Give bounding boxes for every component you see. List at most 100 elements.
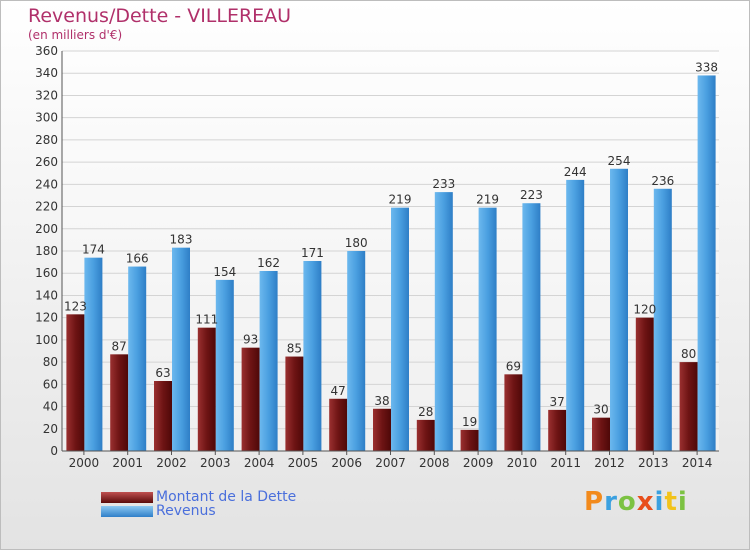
bar-revenus-2004 bbox=[259, 271, 278, 451]
bar-dette-2003 bbox=[197, 327, 216, 451]
bar-dette-2002 bbox=[154, 381, 172, 451]
data-label-dette-2007: 38 bbox=[374, 394, 389, 408]
data-label-revenus-2002: 183 bbox=[170, 233, 193, 247]
x-tick-label: 2012 bbox=[594, 456, 625, 470]
bar-revenus-2012 bbox=[610, 168, 628, 451]
data-label-dette-2011: 37 bbox=[550, 395, 565, 409]
bar-revenus-2007 bbox=[391, 207, 409, 451]
y-tick-label: 20 bbox=[43, 422, 58, 436]
legend-label-revenus: Revenus bbox=[156, 503, 216, 519]
bar-revenus-2006 bbox=[347, 251, 366, 451]
legend-label-dette: Montant de la Dette bbox=[156, 489, 297, 505]
y-tick-label: 300 bbox=[35, 111, 58, 125]
y-tick-label: 80 bbox=[43, 355, 58, 369]
y-tick-label: 0 bbox=[50, 444, 58, 458]
x-tick-label: 2014 bbox=[682, 456, 713, 470]
data-label-dette-2009: 19 bbox=[462, 415, 477, 429]
y-tick-label: 320 bbox=[35, 88, 58, 102]
chart-subtitle: (en milliers d'€) bbox=[28, 28, 123, 42]
bar-revenus-2008 bbox=[434, 192, 453, 451]
y-tick-label: 120 bbox=[35, 311, 58, 325]
data-label-dette-2005: 85 bbox=[287, 342, 302, 356]
bar-revenus-2013 bbox=[653, 188, 672, 451]
data-label-revenus-2007: 219 bbox=[389, 193, 412, 207]
data-label-revenus-2009: 219 bbox=[476, 193, 499, 207]
bar-dette-2011 bbox=[548, 409, 567, 451]
bar-dette-2014 bbox=[679, 362, 698, 451]
x-tick-label: 2000 bbox=[69, 456, 100, 470]
legend-swatch-revenus bbox=[101, 505, 153, 517]
y-tick-label: 240 bbox=[35, 177, 58, 191]
bar-dette-2008 bbox=[416, 419, 435, 451]
bar-dette-2004 bbox=[241, 347, 260, 451]
data-label-dette-2013: 120 bbox=[633, 303, 656, 317]
bar-revenus-2002 bbox=[172, 247, 190, 451]
x-tick-label: 2002 bbox=[156, 456, 187, 470]
data-label-dette-2002: 63 bbox=[155, 366, 170, 380]
x-tick-label: 2004 bbox=[244, 456, 275, 470]
y-tick-label: 140 bbox=[35, 288, 58, 302]
x-tick-label: 2001 bbox=[112, 456, 143, 470]
data-label-dette-2006: 47 bbox=[331, 384, 346, 398]
data-label-dette-2010: 69 bbox=[506, 359, 521, 373]
y-tick-label: 100 bbox=[35, 333, 58, 347]
data-label-dette-2012: 30 bbox=[593, 403, 608, 417]
data-label-revenus-2010: 223 bbox=[520, 188, 543, 202]
bar-revenus-2001 bbox=[128, 266, 147, 451]
data-label-revenus-2004: 162 bbox=[257, 256, 280, 270]
data-label-dette-2008: 28 bbox=[418, 405, 433, 419]
y-tick-label: 180 bbox=[35, 244, 58, 258]
data-label-revenus-2005: 171 bbox=[301, 246, 324, 260]
y-tick-label: 200 bbox=[35, 222, 58, 236]
bar-revenus-2010 bbox=[522, 203, 541, 451]
bar-dette-2009 bbox=[460, 429, 479, 451]
y-tick-label: 280 bbox=[35, 133, 58, 147]
bar-revenus-2000 bbox=[84, 257, 103, 451]
bar-dette-2006 bbox=[329, 398, 348, 451]
y-tick-label: 160 bbox=[35, 266, 58, 280]
data-label-revenus-2001: 166 bbox=[126, 252, 149, 266]
y-tick-label: 40 bbox=[43, 400, 58, 414]
data-label-dette-2000: 123 bbox=[64, 299, 87, 313]
bar-dette-2012 bbox=[592, 417, 610, 451]
x-tick-label: 2003 bbox=[200, 456, 231, 470]
data-label-revenus-2011: 244 bbox=[564, 165, 587, 179]
bar-dette-2010 bbox=[504, 374, 523, 451]
bar-dette-2001 bbox=[110, 354, 129, 451]
y-tick-label: 220 bbox=[35, 200, 58, 214]
x-tick-label: 2010 bbox=[507, 456, 538, 470]
x-tick-label: 2008 bbox=[419, 456, 450, 470]
data-label-dette-2001: 87 bbox=[112, 339, 127, 353]
bar-revenus-2014 bbox=[697, 75, 716, 451]
bar-dette-2013 bbox=[635, 317, 654, 451]
data-label-dette-2003: 111 bbox=[195, 313, 218, 327]
data-label-dette-2014: 80 bbox=[681, 347, 696, 361]
bar-dette-2000 bbox=[66, 314, 85, 451]
bar-revenus-2011 bbox=[566, 179, 585, 451]
chart-title: Revenus/Dette - VILLEREAU bbox=[28, 5, 292, 27]
x-tick-label: 2005 bbox=[288, 456, 319, 470]
bar-revenus-2005 bbox=[303, 261, 322, 451]
y-tick-label: 340 bbox=[35, 66, 58, 80]
data-label-revenus-2000: 174 bbox=[82, 243, 105, 257]
y-tick-label: 360 bbox=[35, 44, 58, 58]
x-tick-label: 2011 bbox=[550, 456, 581, 470]
legend-item-revenus: Revenus bbox=[101, 503, 216, 519]
data-label-revenus-2008: 233 bbox=[432, 177, 455, 191]
bar-revenus-2003 bbox=[215, 279, 234, 451]
bar-revenus-2009 bbox=[478, 207, 497, 451]
bar-dette-2007 bbox=[373, 408, 391, 451]
x-tick-label: 2006 bbox=[331, 456, 362, 470]
y-tick-label: 260 bbox=[35, 155, 58, 169]
legend-item-dette: Montant de la Dette bbox=[101, 489, 296, 505]
data-label-revenus-2006: 180 bbox=[345, 236, 368, 250]
x-tick-label: 2007 bbox=[375, 456, 406, 470]
proxiti-logo: Proxiti bbox=[584, 487, 688, 517]
x-tick-label: 2009 bbox=[463, 456, 494, 470]
data-label-revenus-2012: 254 bbox=[608, 154, 631, 168]
y-tick-label: 60 bbox=[43, 377, 58, 391]
data-label-revenus-2003: 154 bbox=[213, 265, 236, 279]
x-tick-label: 2013 bbox=[638, 456, 669, 470]
